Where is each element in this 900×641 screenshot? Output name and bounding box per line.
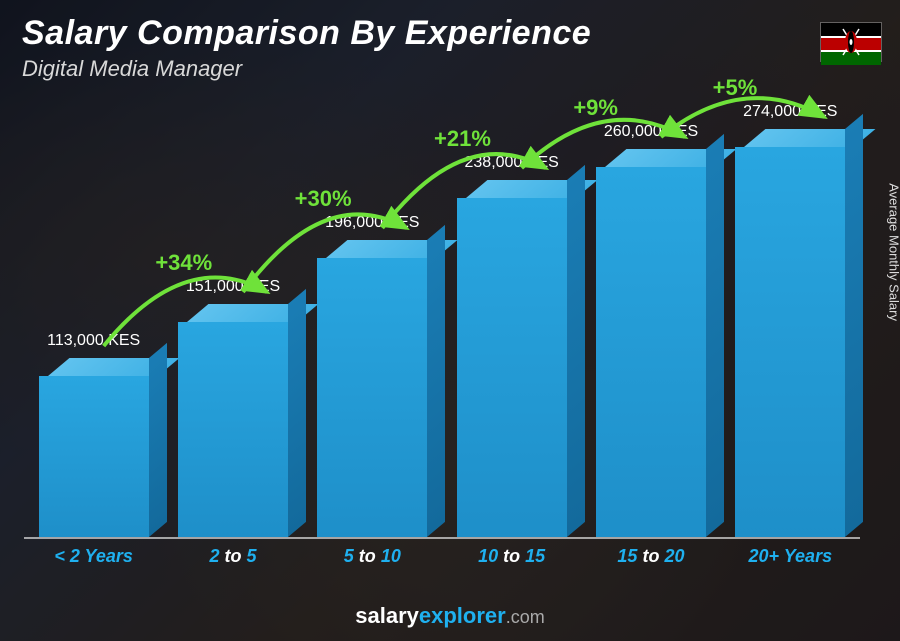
bar-4: 260,000 KES — [596, 167, 706, 537]
bar-1: 151,000 KES — [178, 322, 288, 537]
x-label-0: < 2 Years — [30, 546, 158, 567]
bar-value-label: 274,000 KES — [743, 103, 837, 121]
bar-value-label: 196,000 KES — [325, 214, 419, 232]
kenya-flag-icon — [820, 22, 882, 62]
brand-watermark: salaryexplorer.com — [355, 603, 544, 629]
bar-2: 196,000 KES — [317, 258, 427, 537]
x-label-1: 2 to 5 — [169, 546, 297, 567]
bar-value-label: 113,000 KES — [47, 332, 140, 350]
salary-bar-chart: 113,000 KES 151,000 KES 196,000 KES 238,000… — [24, 110, 860, 563]
bar-5: 274,000 KES — [735, 147, 845, 537]
page-subtitle: Digital Media Manager — [22, 56, 242, 82]
y-axis-label: Average Monthly Salary — [887, 183, 900, 321]
bar-3: 238,000 KES — [457, 198, 567, 537]
x-label-2: 5 to 10 — [308, 546, 436, 567]
page-title: Salary Comparison By Experience — [22, 14, 591, 53]
x-label-3: 10 to 15 — [448, 546, 576, 567]
chart-baseline — [24, 537, 860, 539]
bar-value-label: 238,000 KES — [464, 154, 558, 172]
x-axis-labels: < 2 Years 2 to 5 5 to 10 10 to 15 15 to 20 20… — [24, 546, 860, 567]
x-label-5: 20+ Years — [726, 546, 854, 567]
bar-0: 113,000 KES — [39, 376, 149, 537]
bar-value-label: 151,000 KES — [186, 278, 280, 296]
x-label-4: 15 to 20 — [587, 546, 715, 567]
bar-value-label: 260,000 KES — [604, 123, 698, 141]
